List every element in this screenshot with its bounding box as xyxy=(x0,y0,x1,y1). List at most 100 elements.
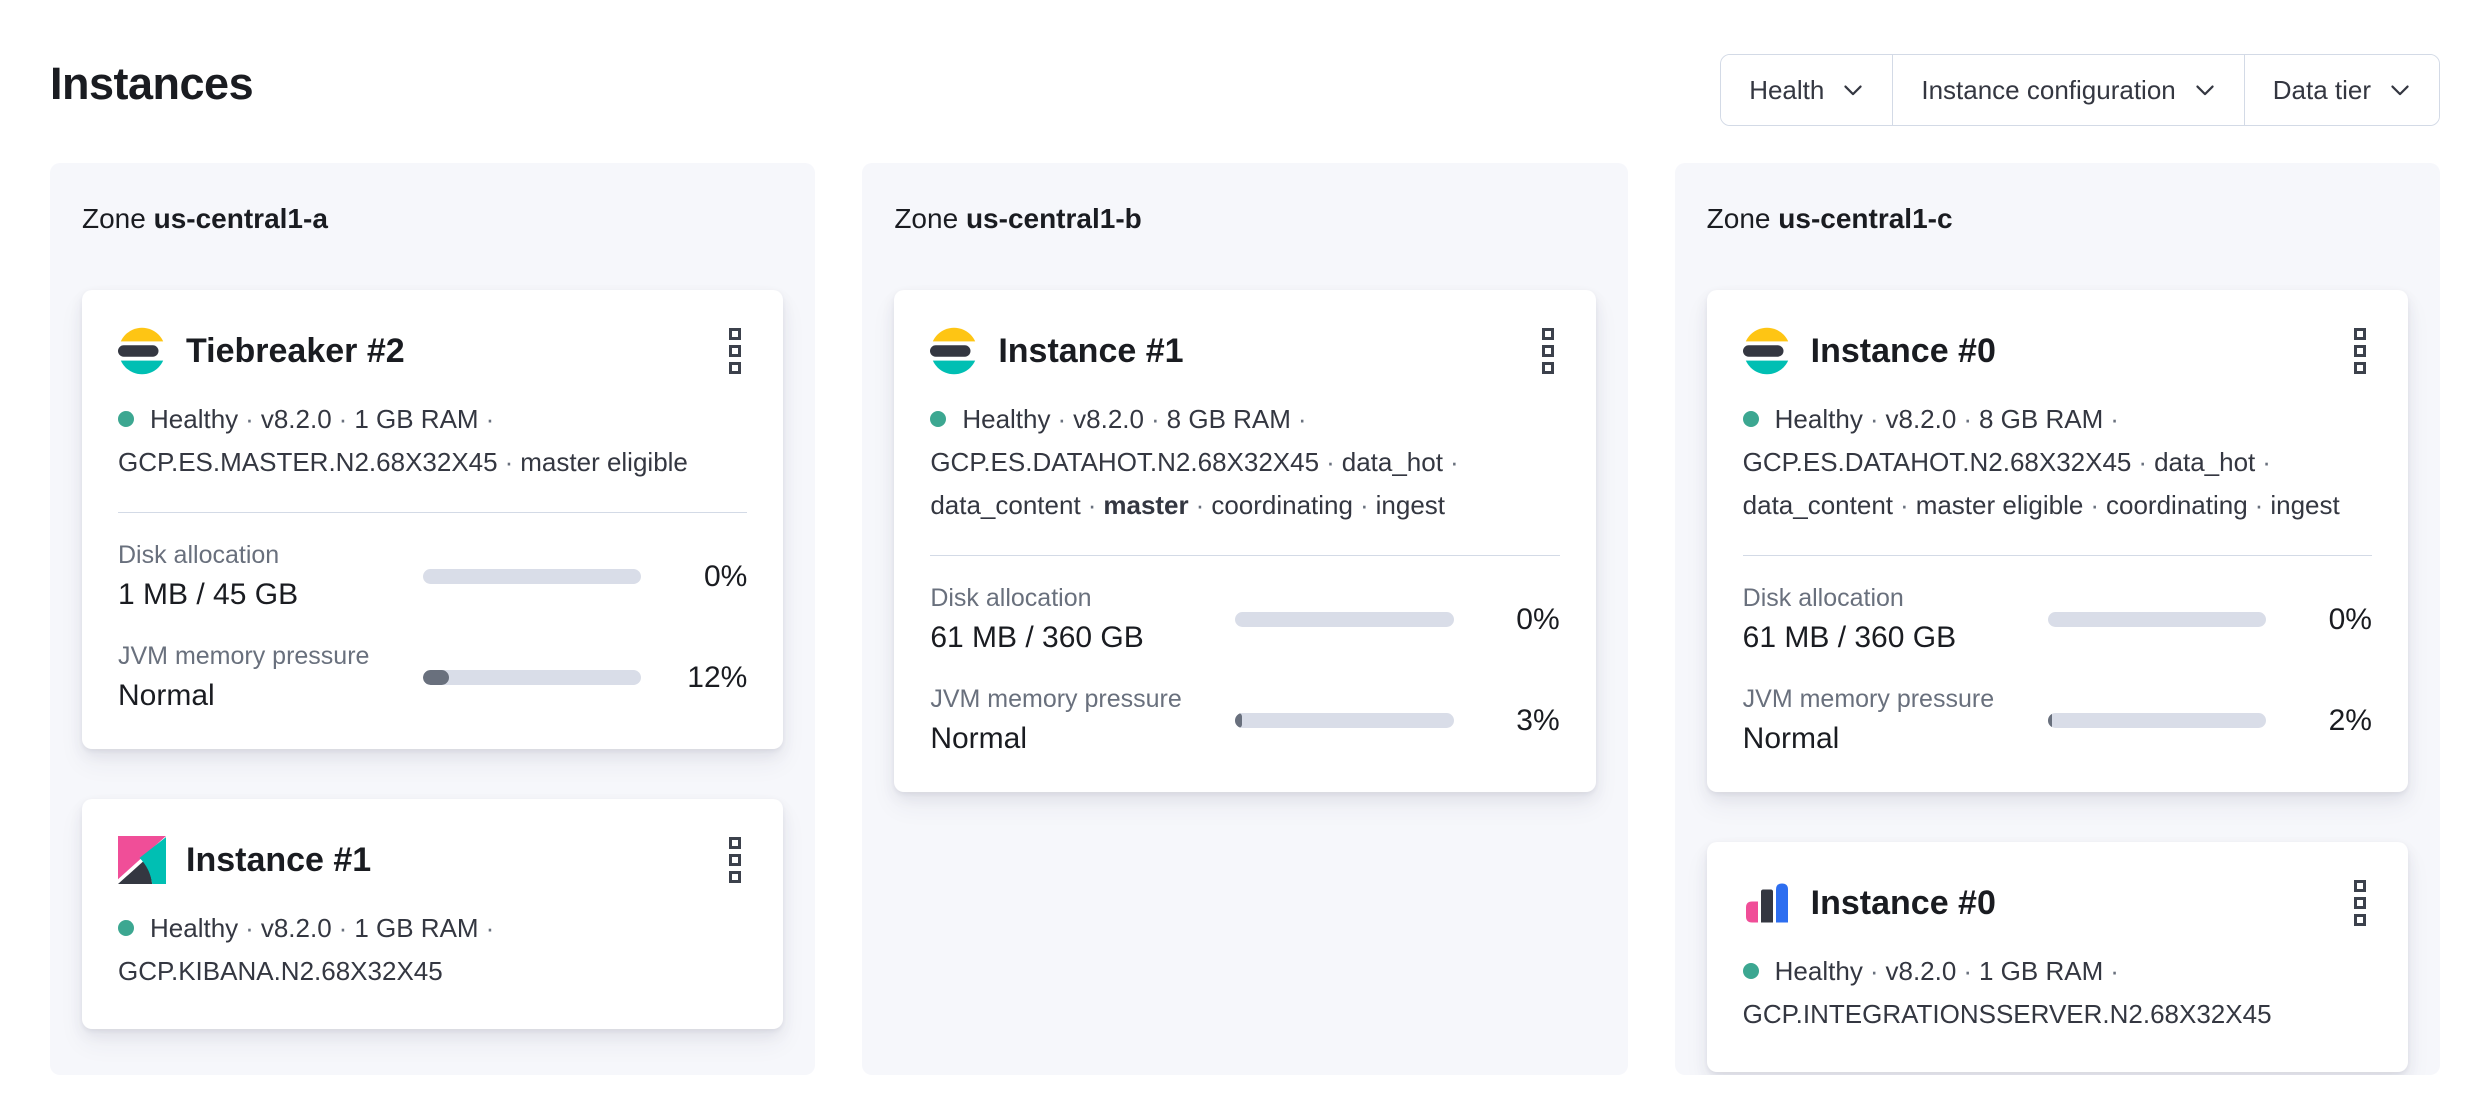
zone-label: Zone xyxy=(894,203,959,234)
chevron-down-icon xyxy=(2391,85,2409,96)
ram-label: 8 GB RAM xyxy=(1978,404,2104,434)
instance-card-integrations-server-0: Instance #0 Healthy · v8.2.0 · 1 GB RAM · GCP xyxy=(1706,842,2408,1072)
ram-label: 1 GB RAM xyxy=(1978,956,2104,986)
instance-card-elasticsearch-1: Instance #1 Healthy · v8.2.0 · 8 GB RAM · GCP xyxy=(894,290,1596,792)
jvm-memory-pressure-label: JVM memory pressure xyxy=(930,685,1182,713)
card-header: Instance #1 xyxy=(930,324,1559,378)
boxes-vertical-icon xyxy=(729,837,742,849)
health-label: Healthy xyxy=(150,404,239,434)
ram-label: 1 GB RAM xyxy=(354,913,479,943)
instance-status: Healthy · v8.2.0 · 1 GB RAM · GCP.ES.MASTER.N… xyxy=(118,404,688,477)
disk-allocation-value: 1 MB / 45 GB xyxy=(118,578,299,611)
filter-group: Health Instance configuration Data tier xyxy=(1720,54,2440,126)
jvm-memory-pressure-percent: 3% xyxy=(1516,703,1560,737)
disk-allocation-metric: Disk allocation 1 MB / 45 GB 0% xyxy=(118,541,747,612)
elasticsearch-logo-icon xyxy=(118,327,166,375)
zone-name: us-central1-c xyxy=(1778,203,1953,234)
jvm-memory-pressure-metric: JVM memory pressure Normal 2% xyxy=(1743,685,2372,756)
elasticsearch-logo-icon xyxy=(1742,327,1790,375)
disk-allocation-percent: 0% xyxy=(2328,602,2372,636)
zone-header: Zone us-central1-c xyxy=(1707,203,2408,235)
version-label: v8.2.0 xyxy=(1885,956,1957,986)
jvm-memory-pressure-bar xyxy=(2047,713,2266,728)
zone-cards: Tiebreaker #2 Healthy · v8.2.0 · 1 GB RAM · G xyxy=(82,290,784,1029)
tier-label: data_hot xyxy=(1341,447,1443,477)
disk-allocation-bar xyxy=(423,569,642,584)
instance-title: Instance #1 xyxy=(998,331,1184,370)
filter-instance-configuration-button[interactable]: Instance configuration xyxy=(1893,55,2245,125)
zones-row: Zone us-central1-a Tiebreaker #2 xyxy=(50,163,2440,1075)
health-status-dot xyxy=(1742,963,1759,979)
health-status-dot xyxy=(118,920,134,936)
instance-configuration-label: GCP.KIBANA.N2.68X32X45 xyxy=(118,956,443,986)
disk-allocation-metric: Disk allocation 61 MB / 360 GB 0% xyxy=(930,584,1559,655)
boxes-vertical-icon xyxy=(729,328,742,340)
page-title: Instances xyxy=(50,58,254,109)
zone-header: Zone us-central1-a xyxy=(82,203,783,235)
disk-allocation-bar xyxy=(2047,612,2266,627)
jvm-memory-pressure-metric: JVM memory pressure Normal 3% xyxy=(930,685,1559,756)
instance-card-elasticsearch-0: Instance #0 Healthy · v8.2.0 · 8 GB RAM · GCP xyxy=(1706,290,2408,792)
instance-title: Instance #0 xyxy=(1810,331,1996,370)
disk-allocation-value: 61 MB / 360 GB xyxy=(1742,621,1957,654)
instance-actions-menu-button[interactable] xyxy=(2348,324,2372,378)
role-label: coordinating xyxy=(1211,490,1353,520)
zone-panel-us-central1-a: Zone us-central1-a Tiebreaker #2 xyxy=(50,163,816,1075)
instance-actions-menu-button[interactable] xyxy=(1536,324,1560,378)
filter-health-button[interactable]: Health xyxy=(1721,55,1894,125)
version-label: v8.2.0 xyxy=(1073,404,1144,434)
zone-label: Zone xyxy=(1706,203,1771,234)
version-label: v8.2.0 xyxy=(260,913,332,943)
integrations-server-logo-icon xyxy=(1745,883,1788,923)
zone-name: us-central1-b xyxy=(965,203,1142,234)
health-label: Healthy xyxy=(1774,404,1863,434)
card-header: Tiebreaker #2 xyxy=(118,324,747,378)
card-header: Instance #0 xyxy=(1743,876,2372,930)
boxes-vertical-icon xyxy=(2353,328,2366,340)
card-header: Instance #1 xyxy=(118,833,747,887)
health-status-dot xyxy=(930,411,947,427)
divider xyxy=(930,555,1560,556)
role-label: ingest xyxy=(2270,490,2340,520)
instance-status: Healthy · v8.2.0 · 1 GB RAM · GCP.KIBANA.N2.6… xyxy=(118,913,495,986)
instance-status: Healthy · v8.2.0 · 1 GB RAM · GCP.INTEGRATION… xyxy=(1742,956,2272,1029)
divider xyxy=(118,512,748,513)
chevron-down-icon xyxy=(1844,85,1863,96)
instance-actions-menu-button[interactable] xyxy=(2348,876,2372,930)
boxes-vertical-icon xyxy=(1541,328,1554,340)
page-header: Instances Health Instance configuration … xyxy=(0,0,2490,163)
filter-data-tier-button[interactable]: Data tier xyxy=(2244,55,2439,125)
zone-cards: Instance #1 Healthy · v8.2.0 · 8 GB RAM · GCP xyxy=(894,290,1596,792)
instance-status: Healthy · v8.2.0 · 8 GB RAM · GCP.ES.DATAHOT.… xyxy=(930,404,1459,520)
filter-instance-configuration-label: Instance configuration xyxy=(1921,74,2176,105)
instance-title: Instance #0 xyxy=(1810,883,1996,922)
jvm-memory-pressure-metric: JVM memory pressure Normal 12% xyxy=(118,642,747,713)
health-status-dot xyxy=(1742,411,1759,427)
chevron-down-icon xyxy=(2196,85,2214,96)
filter-health-label: Health xyxy=(1749,74,1825,105)
instance-actions-menu-button[interactable] xyxy=(723,833,747,887)
instance-title: Tiebreaker #2 xyxy=(186,331,405,370)
instance-configuration-label: GCP.ES.MASTER.N2.68X32X45 xyxy=(118,447,498,477)
role-label: data_content xyxy=(1742,490,1894,520)
disk-allocation-metric: Disk allocation 61 MB / 360 GB 0% xyxy=(1743,584,2372,655)
disk-allocation-label: Disk allocation xyxy=(118,541,280,569)
health-label: Healthy xyxy=(1774,956,1863,986)
jvm-memory-pressure-value: Normal xyxy=(930,722,1028,755)
ram-label: 1 GB RAM xyxy=(354,404,479,434)
zone-header: Zone us-central1-b xyxy=(894,203,1595,235)
instance-configuration-label: GCP.INTEGRATIONSSERVER.N2.68X32X45 xyxy=(1742,999,2272,1029)
instance-card-kibana-1: Instance #1 Healthy · v8.2.0 · 1 GB RAM · GCP xyxy=(82,799,784,1029)
elasticsearch-logo-icon xyxy=(930,327,978,375)
kibana-logo-icon xyxy=(118,836,166,884)
boxes-vertical-icon xyxy=(2353,880,2366,892)
disk-allocation-percent: 0% xyxy=(703,559,748,593)
zone-label: Zone xyxy=(82,203,146,234)
jvm-memory-pressure-bar xyxy=(1235,713,1454,728)
disk-allocation-label: Disk allocation xyxy=(930,584,1092,612)
version-label: v8.2.0 xyxy=(1885,404,1957,434)
disk-allocation-percent: 0% xyxy=(1516,602,1560,636)
instance-title: Instance #1 xyxy=(186,840,372,879)
instance-actions-menu-button[interactable] xyxy=(723,324,747,378)
